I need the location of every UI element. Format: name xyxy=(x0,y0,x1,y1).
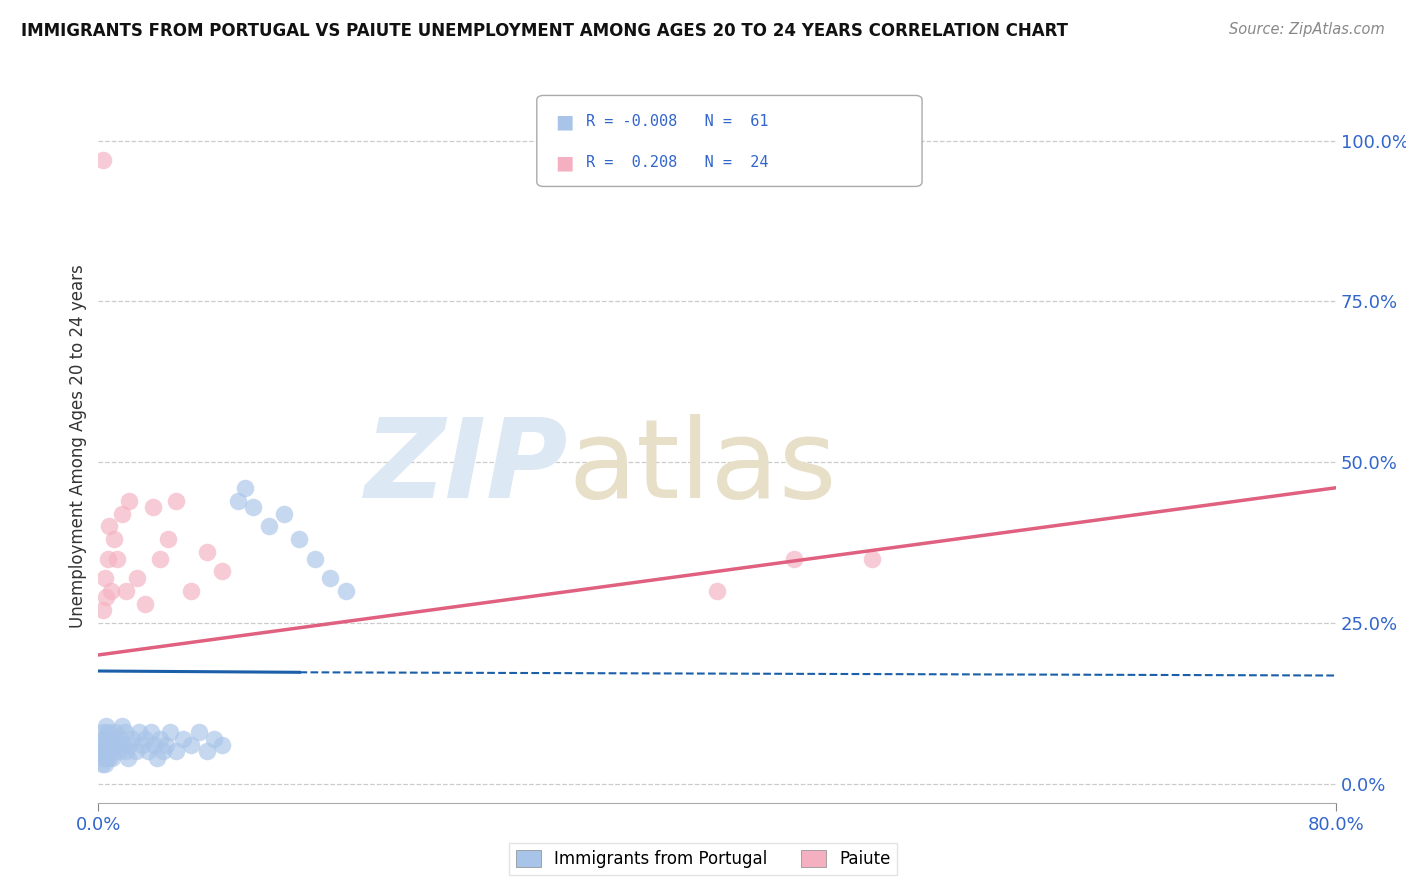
Point xyxy=(115,744,138,758)
Point xyxy=(131,738,153,752)
Point xyxy=(211,565,233,579)
Point xyxy=(91,725,114,739)
Point xyxy=(128,725,150,739)
Point xyxy=(134,597,156,611)
Point xyxy=(96,751,118,765)
Point xyxy=(143,738,166,752)
Text: atlas: atlas xyxy=(568,414,837,521)
Point xyxy=(706,583,728,598)
Point xyxy=(127,571,149,585)
Point xyxy=(257,519,280,533)
Point xyxy=(165,744,187,758)
Point xyxy=(117,751,139,765)
Text: R = -0.008   N =  61: R = -0.008 N = 61 xyxy=(586,114,769,129)
Point xyxy=(226,493,249,508)
Point xyxy=(91,603,114,617)
Point xyxy=(304,551,326,566)
Point xyxy=(195,744,218,758)
Text: ■: ■ xyxy=(555,112,574,131)
Point xyxy=(90,757,112,772)
Point xyxy=(118,738,141,752)
Point xyxy=(111,507,134,521)
Point xyxy=(98,519,121,533)
Legend: Immigrants from Portugal, Paiute: Immigrants from Portugal, Paiute xyxy=(509,843,897,875)
Text: ■: ■ xyxy=(555,153,574,172)
Point xyxy=(319,571,342,585)
Text: ZIP: ZIP xyxy=(366,414,568,521)
Point xyxy=(149,551,172,566)
Point xyxy=(134,731,156,746)
Point xyxy=(98,751,121,765)
Point xyxy=(100,583,122,598)
Point xyxy=(89,744,111,758)
Point xyxy=(93,744,115,758)
Point xyxy=(96,719,118,733)
Point xyxy=(159,725,181,739)
Point xyxy=(97,744,120,758)
Point xyxy=(242,500,264,514)
Point xyxy=(96,738,118,752)
Point xyxy=(91,751,114,765)
Point xyxy=(114,725,136,739)
Text: Source: ZipAtlas.com: Source: ZipAtlas.com xyxy=(1229,22,1385,37)
Point xyxy=(101,738,124,752)
Point xyxy=(91,738,114,752)
Point xyxy=(97,551,120,566)
Point xyxy=(112,738,135,752)
Point xyxy=(108,731,131,746)
Point xyxy=(860,551,883,566)
Point xyxy=(93,571,115,585)
Point xyxy=(90,731,112,746)
Point xyxy=(103,731,125,746)
Point xyxy=(107,744,129,758)
Point xyxy=(100,744,122,758)
Point xyxy=(98,738,121,752)
Point xyxy=(146,751,169,765)
Point xyxy=(101,751,124,765)
Point xyxy=(97,725,120,739)
Point xyxy=(105,738,128,752)
Point xyxy=(136,744,159,758)
Point xyxy=(121,731,143,746)
Point xyxy=(93,757,115,772)
Point xyxy=(100,731,122,746)
Point xyxy=(195,545,218,559)
Text: IMMIGRANTS FROM PORTUGAL VS PAIUTE UNEMPLOYMENT AMONG AGES 20 TO 24 YEARS CORREL: IMMIGRANTS FROM PORTUGAL VS PAIUTE UNEMP… xyxy=(21,22,1069,40)
Point xyxy=(118,493,141,508)
Point xyxy=(115,583,138,598)
Point xyxy=(139,725,162,739)
Point xyxy=(157,533,180,547)
Point xyxy=(188,725,211,739)
Point xyxy=(335,583,357,598)
Text: R =  0.208   N =  24: R = 0.208 N = 24 xyxy=(586,155,769,170)
Point xyxy=(235,481,257,495)
Point xyxy=(211,738,233,752)
Point xyxy=(152,744,174,758)
Point xyxy=(142,500,165,514)
Point xyxy=(204,731,226,746)
Point xyxy=(96,590,118,604)
Point xyxy=(180,583,202,598)
Point xyxy=(180,738,202,752)
Y-axis label: Unemployment Among Ages 20 to 24 years: Unemployment Among Ages 20 to 24 years xyxy=(69,264,87,628)
Point xyxy=(783,551,806,566)
Point xyxy=(155,738,177,752)
Point xyxy=(111,719,134,733)
Point xyxy=(93,731,115,746)
Point xyxy=(104,725,127,739)
Point xyxy=(103,533,125,547)
Point xyxy=(273,507,295,521)
Point xyxy=(124,744,146,758)
Point xyxy=(288,533,311,547)
Point xyxy=(165,493,187,508)
Point xyxy=(103,744,125,758)
Point xyxy=(91,153,114,167)
Point xyxy=(173,731,195,746)
Point xyxy=(105,551,128,566)
Point xyxy=(149,731,172,746)
